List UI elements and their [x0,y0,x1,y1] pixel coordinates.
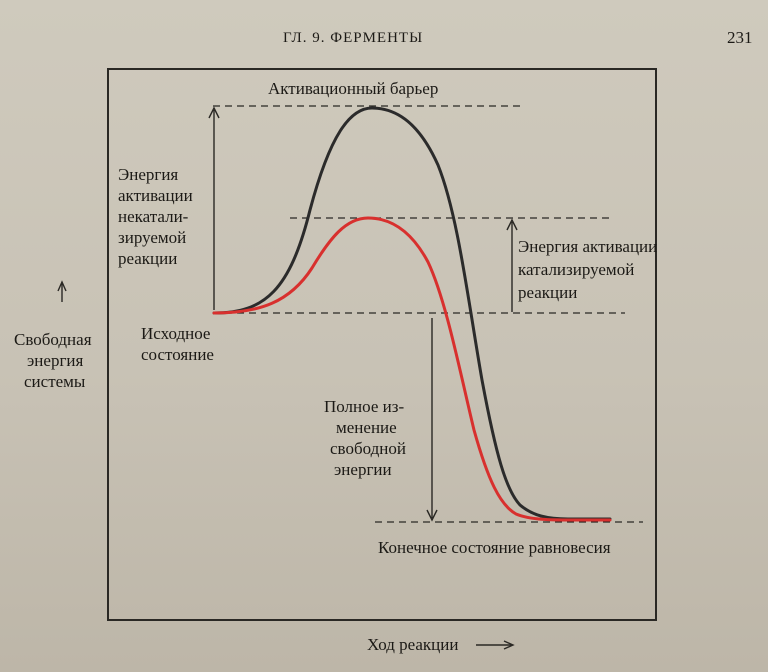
x-axis-label: Ход реакции [367,635,459,654]
page-number: 231 [727,28,753,47]
total-change-label-line: менение [336,418,397,437]
uncatalyzed-label-line: Энергия [118,165,179,184]
uncatalyzed-arrowhead-icon [208,106,220,119]
uncatalyzed-curve [212,106,612,521]
y-axis-label-line: энергия [27,351,84,370]
initial-state-label-line: состояние [141,345,214,364]
y-axis-label-line: Свободная [14,330,92,349]
diagram-frame [107,68,657,621]
total-change-label-line: энергии [334,460,392,479]
initial-state-label-line: Исходное [141,324,211,343]
total-change-label-line: Полное из- [324,397,405,416]
total-change-label-line: свободной [330,439,406,458]
uncatalyzed-label-line: некатали- [118,207,189,226]
y-axis-label-line: системы [24,372,86,391]
x-axis-arrowhead-icon [503,640,515,650]
catalyzed-label-line: катализируемой [518,260,635,279]
uncatalyzed-label-line: реакции [118,249,178,268]
final-state-label: Конечное состояние равновесия [378,538,611,557]
uncatalyzed-label-line: зируемой [118,228,187,247]
catalyzed-curve [212,216,612,522]
y-axis-arrowhead-icon [57,280,67,292]
barrier-label: Активационный барьер [268,79,439,98]
catalyzed-label-line: Энергия активации [518,237,658,256]
catalyzed-arrowhead-icon [506,218,518,231]
catalyzed-label-line: реакции [518,283,578,302]
chapter-header: ГЛ. 9. ФЕРМЕНТЫ [283,30,424,46]
free-energy-arrowhead-icon [426,509,438,522]
uncatalyzed-label-line: активации [118,186,193,205]
